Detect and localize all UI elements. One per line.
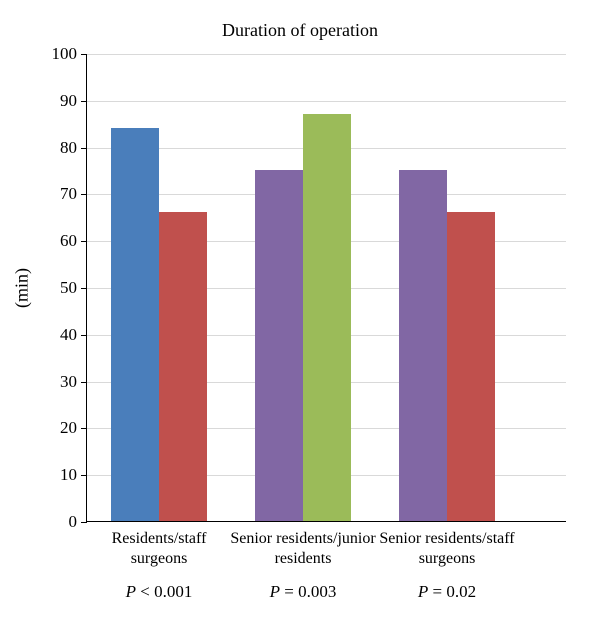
y-tick-label: 50 <box>60 278 87 298</box>
plot-area: 0102030405060708090100Residents/staffsur… <box>86 54 566 522</box>
bar <box>111 128 159 521</box>
grid-line <box>87 101 566 102</box>
chart-container: Duration of operation (min) 010203040506… <box>0 0 600 629</box>
y-tick-label: 20 <box>60 418 87 438</box>
x-category-label: Residents/staffsurgeons <box>79 521 239 569</box>
p-value: = 0.003 <box>280 582 336 601</box>
y-tick-label: 10 <box>60 465 87 485</box>
bar <box>447 212 495 521</box>
p-value-label: P = 0.003 <box>243 582 363 602</box>
p-value: < 0.001 <box>136 582 192 601</box>
x-category-line2: surgeons <box>79 549 239 569</box>
y-tick-label: 40 <box>60 325 87 345</box>
grid-line <box>87 54 566 55</box>
x-category-line2: residents <box>223 549 383 569</box>
p-value-label: P = 0.02 <box>387 582 507 602</box>
p-value: = 0.02 <box>428 582 476 601</box>
bar <box>159 212 207 521</box>
y-tick-label: 30 <box>60 372 87 392</box>
chart-title: Duration of operation <box>0 20 600 41</box>
y-tick-label: 70 <box>60 184 87 204</box>
bar <box>303 114 351 521</box>
y-axis-label: (min) <box>12 268 33 308</box>
p-symbol: P <box>418 582 428 601</box>
x-category-line1: Senior residents/staff <box>367 529 527 549</box>
bar <box>399 170 447 521</box>
x-category-line1: Residents/staff <box>79 529 239 549</box>
bar <box>255 170 303 521</box>
p-symbol: P <box>126 582 136 601</box>
y-tick-label: 90 <box>60 91 87 111</box>
x-category-label: Senior residents/staffsurgeons <box>367 521 527 569</box>
x-category-line1: Senior residents/junior <box>223 529 383 549</box>
x-category-label: Senior residents/juniorresidents <box>223 521 383 569</box>
p-symbol: P <box>270 582 280 601</box>
y-tick-label: 100 <box>52 44 88 64</box>
y-tick-label: 80 <box>60 138 87 158</box>
p-value-label: P < 0.001 <box>99 582 219 602</box>
y-tick-label: 60 <box>60 231 87 251</box>
x-category-line2: surgeons <box>367 549 527 569</box>
